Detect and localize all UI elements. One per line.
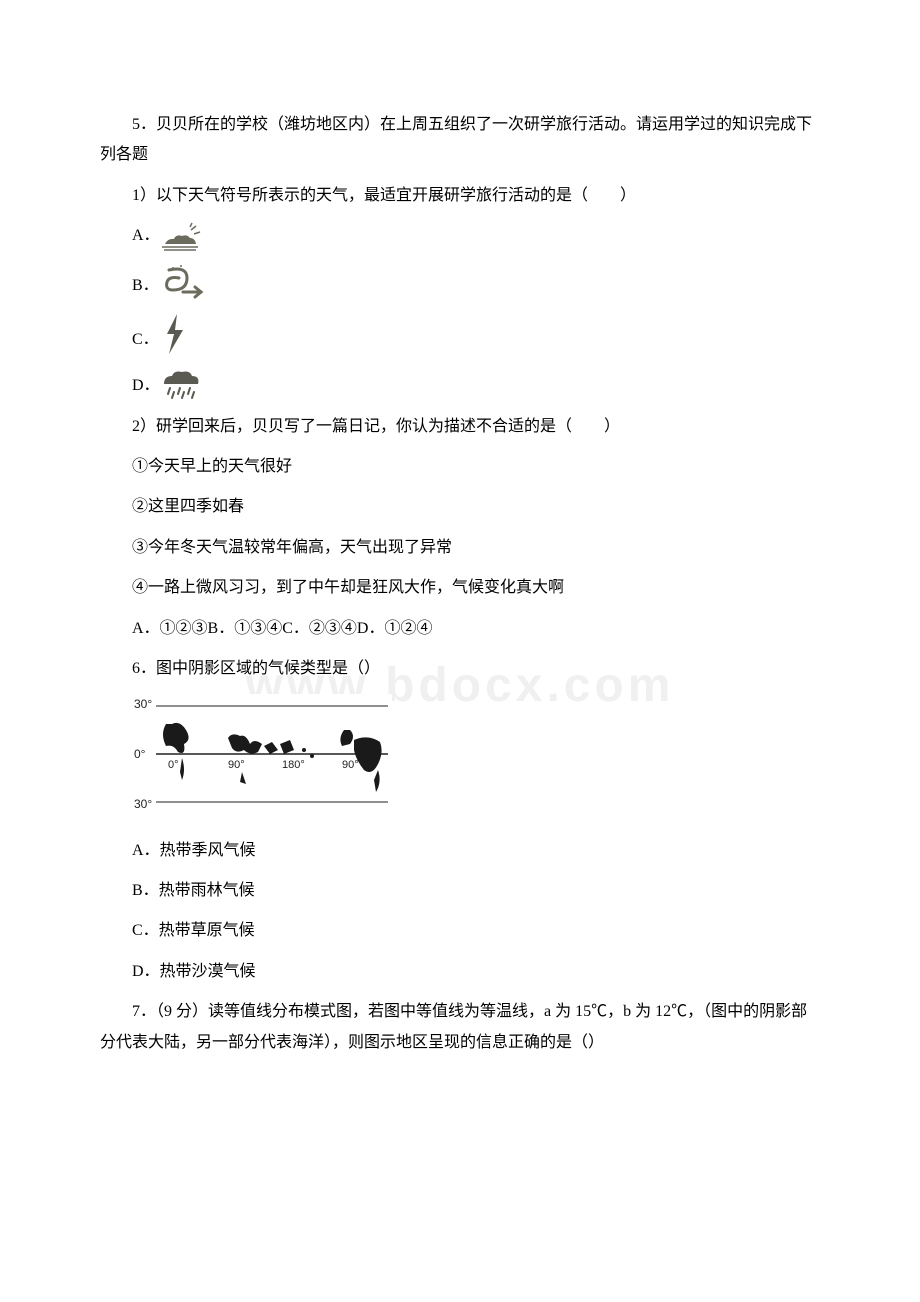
svg-text:0°: 0° [168, 759, 179, 771]
lat-bot: 30° [134, 797, 152, 811]
q6-option-c: C．热带草原气候 [100, 916, 820, 946]
q5-statement-1: ①今天早上的天气很好 [100, 452, 820, 482]
q5-part2-stem: 2）研学回来后，贝贝写了一篇日记，你认为描述不合适的是（ ） [100, 412, 820, 442]
q6-option-d: D．热带沙漠气候 [100, 957, 820, 987]
q5-stem: 5．贝贝所在的学校（潍坊地区内）在上周五组织了一次研学旅行活动。请运用学过的知识… [100, 110, 820, 171]
svg-text:90°: 90° [228, 759, 245, 771]
fog-haze-icon [160, 222, 202, 252]
q6-option-b: B．热带雨林气候 [100, 876, 820, 906]
q6-map: 30° 0° 30° 0° 90° 180° 90° [132, 694, 820, 823]
q6-option-a: A．热带季风气候 [100, 836, 820, 866]
svg-text:180°: 180° [282, 759, 305, 771]
q5-part2-options: A．①②③B．①③④C．②③④D．①②④ [100, 614, 820, 644]
q5-part1-stem: 1）以下天气符号所表示的天气，最适宜开展研学旅行活动的是（ ） [100, 181, 820, 211]
q5-option-c-label: C． [100, 325, 159, 355]
thunder-icon [159, 312, 191, 356]
sandstorm-icon [159, 262, 205, 302]
q5-option-d: D． [100, 366, 820, 402]
q5-option-b-label: B． [100, 271, 159, 301]
q5-option-b: B． [100, 262, 820, 302]
q5-statement-2: ②这里四季如春 [100, 492, 820, 522]
lat-top: 30° [134, 697, 152, 711]
q6-stem: 6．图中阴影区域的气候类型是（） [100, 654, 820, 684]
q5-statement-4: ④一路上微风习习，到了中午却是狂风大作，气候变化真大啊 [100, 573, 820, 603]
rain-icon [160, 366, 202, 402]
q5-option-c: C． [100, 312, 820, 356]
q7-stem: 7．（9 分）读等值线分布模式图，若图中等值线为等温线，a 为 15℃，b 为 … [100, 997, 820, 1058]
q5-option-a: A． [100, 221, 820, 251]
q5-option-a-label: A． [100, 221, 160, 251]
svg-text:90°: 90° [342, 759, 359, 771]
lat-mid: 0° [134, 747, 146, 761]
q5-statement-3: ③今年冬天气温较常年偏高，天气出现了异常 [100, 533, 820, 563]
q5-option-d-label: D． [100, 371, 160, 401]
